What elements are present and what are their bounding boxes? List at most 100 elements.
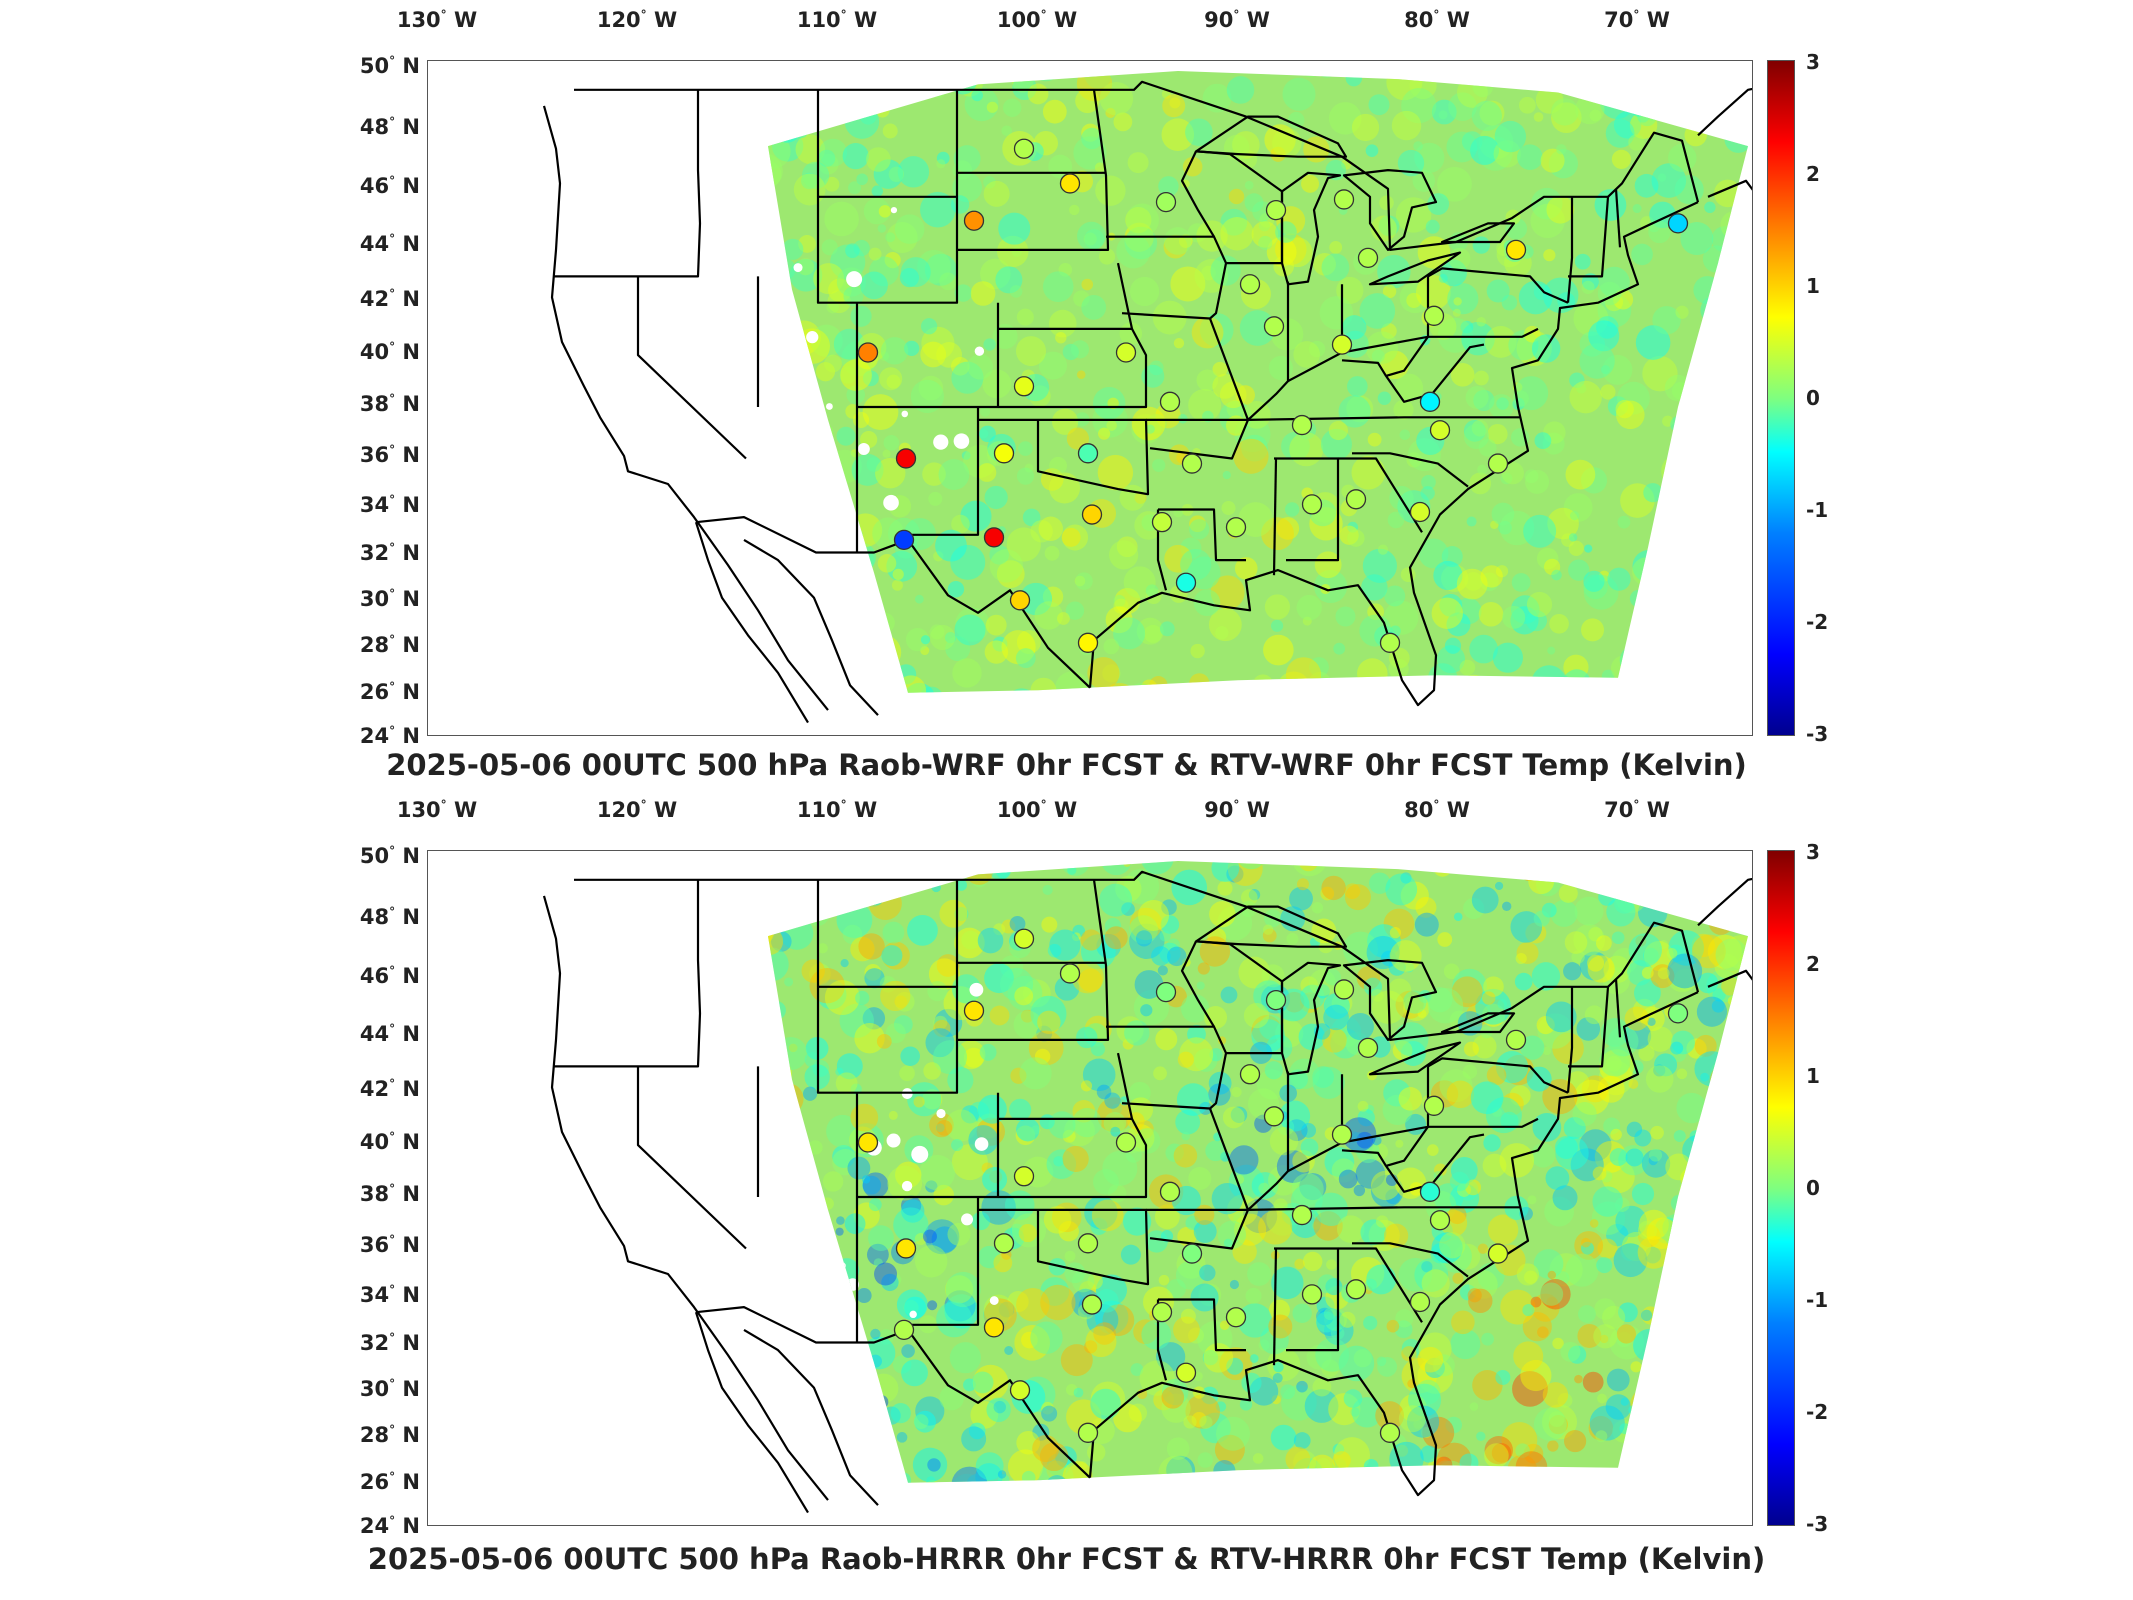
lat-label: 40° N xyxy=(359,340,420,364)
state-border xyxy=(1384,1126,1485,1193)
station-marker xyxy=(893,1319,915,1341)
state-border xyxy=(816,879,959,988)
state-border xyxy=(1566,986,1574,1093)
station-marker xyxy=(1291,414,1313,436)
state-border xyxy=(1158,1298,1246,1352)
station-marker xyxy=(993,1233,1015,1254)
station-marker xyxy=(1429,420,1451,441)
station-marker xyxy=(983,1317,1005,1338)
station-marker xyxy=(963,210,985,231)
lat-label: 38° N xyxy=(359,392,420,416)
state-border xyxy=(636,276,747,460)
lat-label: 44° N xyxy=(359,1022,420,1046)
lake-outline xyxy=(1194,905,1348,948)
state-border xyxy=(1106,235,1228,320)
state-border xyxy=(554,89,702,278)
state-border xyxy=(1428,1117,1539,1128)
state-border xyxy=(998,328,1148,409)
analysis-field xyxy=(768,861,1748,1483)
station-marker xyxy=(1059,963,1081,984)
station-marker xyxy=(1077,1422,1099,1443)
station-marker xyxy=(1487,453,1509,474)
colorbar-tick: -1 xyxy=(1806,498,1829,522)
lat-label: 44° N xyxy=(359,232,420,256)
state-border xyxy=(1338,1247,1423,1323)
state-border xyxy=(554,879,702,1068)
lat-label: 32° N xyxy=(359,1331,420,1355)
state-border xyxy=(1427,1057,1569,1094)
map-svg xyxy=(542,861,1775,1514)
state-border xyxy=(636,1066,747,1250)
state-border xyxy=(816,89,959,198)
station-marker xyxy=(1081,1294,1103,1315)
coastline xyxy=(695,516,1091,689)
station-marker xyxy=(1009,590,1031,611)
lat-label: 46° N xyxy=(359,964,420,988)
station-marker xyxy=(1263,1106,1285,1127)
state-border xyxy=(978,418,1150,496)
lake-outline xyxy=(1280,171,1342,286)
coastline xyxy=(1697,83,1775,137)
state-border xyxy=(1149,419,1250,460)
station-marker xyxy=(1409,501,1431,523)
lat-label: 48° N xyxy=(359,905,420,929)
lat-label: 48° N xyxy=(359,115,420,139)
lon-label: 130° W xyxy=(396,798,478,822)
state-border xyxy=(1352,452,1469,488)
lake-outline xyxy=(1440,1012,1516,1034)
lat-label: 28° N xyxy=(359,633,420,657)
lat-label: 26° N xyxy=(359,680,420,704)
station-marker xyxy=(1333,979,1355,1000)
station-marker xyxy=(857,1132,879,1153)
station-marker xyxy=(1423,305,1445,326)
station-marker xyxy=(1239,1064,1261,1085)
station-marker xyxy=(1331,334,1353,355)
lon-label: 80° W xyxy=(1404,8,1470,32)
state-border xyxy=(1274,1247,1340,1352)
state-border xyxy=(1272,1248,1278,1366)
station-marker xyxy=(1159,391,1181,412)
lake-outline xyxy=(1280,961,1342,1076)
state-border xyxy=(1180,940,1215,1028)
state-border xyxy=(1272,458,1278,576)
lake-outline xyxy=(1194,115,1348,158)
station-marker xyxy=(963,1000,985,1021)
station-marker xyxy=(1155,191,1177,213)
lake-outline xyxy=(1368,1041,1462,1076)
lat-label: 24° N xyxy=(359,1514,420,1538)
colorbar-tick: 2 xyxy=(1806,952,1820,976)
lon-label: 90° W xyxy=(1204,798,1270,822)
lat-label: 26° N xyxy=(359,1470,420,1494)
state-border xyxy=(1274,457,1340,562)
lat-label: 50° N xyxy=(359,54,420,78)
state-border xyxy=(1180,150,1215,238)
station-marker xyxy=(1181,453,1203,474)
lake-outline xyxy=(1342,169,1438,251)
state-border xyxy=(1614,188,1622,248)
colorbar-tick: 1 xyxy=(1806,1064,1820,1088)
geography xyxy=(542,80,1775,724)
lat-label: 38° N xyxy=(359,1182,420,1206)
panel-title: 2025-05-06 00UTC 500 hPa Raob-WRF 0hr FC… xyxy=(386,748,1747,782)
map-plot-area xyxy=(427,60,1775,736)
station-marker xyxy=(993,443,1015,464)
station-marker xyxy=(1013,376,1035,397)
state-border xyxy=(1568,986,1610,1068)
station-marker xyxy=(1175,1362,1197,1383)
map-svg xyxy=(542,71,1775,724)
state-border xyxy=(1568,196,1610,278)
station-marker xyxy=(1159,1181,1181,1202)
station-marker xyxy=(1151,1302,1173,1323)
top-map-panel: 130° W 120° W 110° W 100° W 90° W 80° W … xyxy=(0,0,2133,790)
lon-label: 100° W xyxy=(996,8,1078,32)
station-marker xyxy=(1301,494,1323,515)
lon-label: 120° W xyxy=(596,798,678,822)
state-border xyxy=(978,1208,1150,1286)
colorbar xyxy=(1767,850,1795,1526)
station-marker xyxy=(1333,189,1355,210)
lat-label: 50° N xyxy=(359,844,420,868)
colorbar-tick: 3 xyxy=(1806,50,1820,74)
lat-label: 42° N xyxy=(359,287,420,311)
state-border xyxy=(1427,267,1569,304)
lat-label: 30° N xyxy=(359,1377,420,1401)
